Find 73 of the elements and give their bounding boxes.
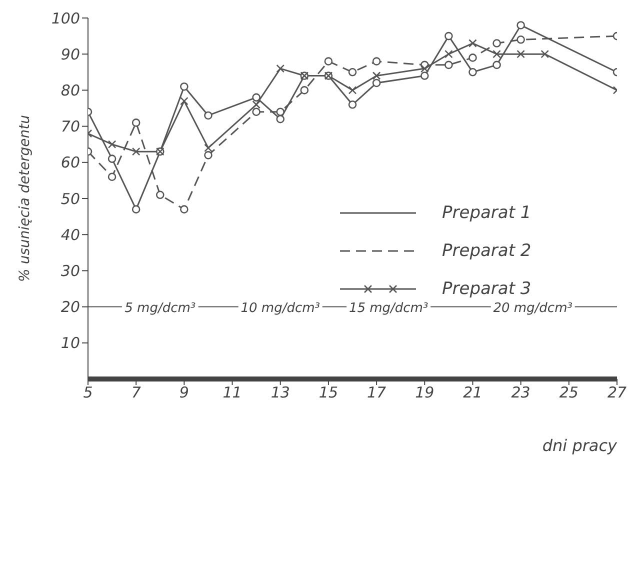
- point: [108, 154, 116, 163]
- point: [372, 57, 381, 66]
- point: [324, 57, 333, 66]
- x-tick-label: 21: [463, 384, 482, 402]
- y-tick-label: 100: [51, 9, 80, 28]
- point: [372, 78, 381, 88]
- y-tick-label: 30: [60, 262, 80, 280]
- point: [492, 60, 501, 70]
- point: [132, 147, 140, 156]
- point: [444, 60, 453, 70]
- annotation: 20 mg/dcm³: [493, 300, 572, 316]
- legend-label: Preparat 2: [442, 241, 532, 261]
- point: [204, 144, 212, 152]
- point: [276, 114, 285, 124]
- x-tick-label: 11: [222, 384, 242, 402]
- y-tick-label: 70: [60, 118, 80, 136]
- point: [516, 50, 525, 58]
- y-tick-label: 80: [60, 82, 80, 100]
- point: [132, 118, 140, 127]
- point: [420, 72, 429, 80]
- point: [108, 140, 116, 148]
- x-tick-label: 9: [179, 384, 189, 402]
- legend-label: Preparat 1: [442, 203, 532, 223]
- point: [444, 32, 453, 40]
- point: [156, 190, 164, 200]
- legend-label: Preparat 3: [442, 279, 532, 299]
- y-tick-label: 10: [60, 334, 80, 352]
- annotation: 15 mg/dcm³: [348, 300, 428, 316]
- x-tick-label: 17: [367, 384, 387, 402]
- point: [348, 100, 357, 109]
- point: [492, 50, 501, 58]
- point: [180, 96, 188, 106]
- x-axis-title: dni pracy: [542, 436, 618, 455]
- x-tick-label: 27: [607, 384, 627, 402]
- annotation: 10 mg/dcm³: [240, 300, 320, 316]
- x-tick-label: 5: [83, 384, 93, 402]
- point: [180, 82, 188, 91]
- x-tick-label: 15: [318, 384, 338, 402]
- x-tick-label: 23: [511, 384, 530, 402]
- point: [444, 50, 453, 58]
- annotation: 5 mg/dcm³: [124, 300, 196, 316]
- y-axis-title: % usunięcia detergentu: [16, 114, 33, 282]
- point: [468, 68, 477, 76]
- point: [252, 93, 260, 102]
- point: [516, 21, 525, 30]
- point: [348, 68, 357, 76]
- x-tick-label: 13: [270, 384, 290, 402]
- x-tick-label: 19: [415, 384, 434, 402]
- point: [252, 100, 260, 109]
- point: [348, 86, 357, 94]
- point: [420, 64, 429, 73]
- point: [492, 39, 501, 48]
- y-tick-label: 60: [60, 154, 80, 172]
- y-tick-label: 20: [60, 298, 80, 316]
- point: [516, 36, 525, 44]
- point: [252, 108, 260, 116]
- point: [372, 72, 381, 80]
- y-tick-label: 50: [60, 190, 80, 208]
- point: [204, 111, 212, 120]
- y-tick-label: 90: [60, 45, 80, 64]
- point: [540, 50, 550, 58]
- point: [180, 205, 188, 214]
- point: [132, 205, 140, 214]
- point: [204, 151, 212, 160]
- point: [468, 39, 477, 48]
- point: [300, 86, 309, 94]
- point: [468, 54, 477, 62]
- point: [276, 108, 285, 116]
- x-tick-label: 25: [559, 384, 578, 402]
- y-tick-label: 40: [60, 226, 80, 244]
- x-tick-label: 7: [131, 384, 142, 402]
- point: [276, 64, 285, 73]
- point: [108, 172, 116, 181]
